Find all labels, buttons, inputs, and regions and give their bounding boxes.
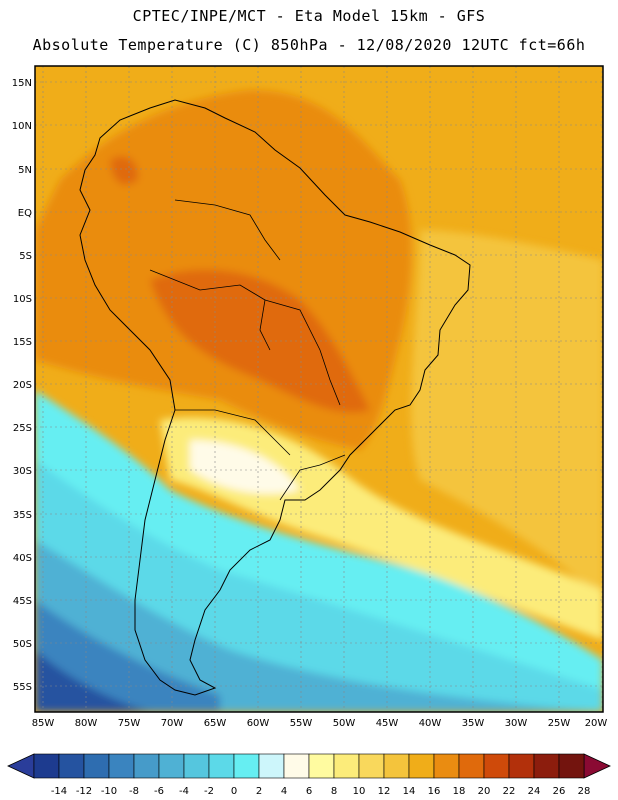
lon-label: 55W xyxy=(290,718,313,729)
colorbar-swatch xyxy=(533,753,560,779)
colorbar-swatch xyxy=(258,753,285,779)
colorbar-swatch xyxy=(158,753,185,779)
colorbar-label: 18 xyxy=(453,786,466,797)
colorbar-label: 16 xyxy=(428,786,441,797)
lon-label: 75W xyxy=(118,718,141,729)
chart-title-line-1: CPTEC/INPE/MCT - Eta Model 15km - GFS xyxy=(132,7,486,25)
colorbar-label: -10 xyxy=(101,786,117,797)
lon-label: 50W xyxy=(333,718,356,729)
temperature-field xyxy=(35,66,603,712)
map-frame xyxy=(34,65,604,713)
colorbar-swatch xyxy=(133,753,160,779)
longitude-labels: 85W 80W 75W 70W 65W 60W 55W 50W 45W 40W … xyxy=(32,718,608,729)
colorbar-swatch xyxy=(233,753,260,779)
lat-label: 15N xyxy=(12,78,32,89)
colorbar-label: 6 xyxy=(306,786,312,797)
colorbar-label: 26 xyxy=(553,786,566,797)
colorbar-swatch xyxy=(483,753,510,779)
colorbar-swatch xyxy=(108,753,135,779)
colorbar-label: -12 xyxy=(76,786,92,797)
colorbar-label: 24 xyxy=(528,786,541,797)
south-america-coastline xyxy=(79,99,471,696)
colorbar-swatch xyxy=(558,753,585,779)
lat-label: 30S xyxy=(13,466,32,477)
lat-label: 35S xyxy=(13,510,32,521)
lat-label: 45S xyxy=(13,596,32,607)
lat-label: 5S xyxy=(19,251,32,262)
lat-label: EQ xyxy=(18,208,32,219)
colorbar-swatch xyxy=(183,753,210,779)
band-6-8 xyxy=(190,440,300,494)
colorbar-swatch xyxy=(333,753,360,779)
colorbar-label: 10 xyxy=(353,786,366,797)
lat-label: 5N xyxy=(18,165,32,176)
colorbar-label: -8 xyxy=(129,786,139,797)
colorbar-label: 2 xyxy=(256,786,262,797)
colorbar-label: 14 xyxy=(403,786,416,797)
lon-label: 30W xyxy=(505,718,528,729)
colorbar-swatch xyxy=(83,753,110,779)
lat-label: 20S xyxy=(13,380,32,391)
lat-label: 15S xyxy=(13,337,32,348)
colorbar-label: 22 xyxy=(503,786,516,797)
colorbar-swatch xyxy=(458,753,485,779)
lon-label: 70W xyxy=(161,718,184,729)
colorbar-swatch xyxy=(58,753,85,779)
colorbar-under-triangle xyxy=(7,753,35,779)
colorbar-swatch xyxy=(283,753,310,779)
colorbar-label: 4 xyxy=(281,786,287,797)
band-16-18 xyxy=(411,230,603,600)
chart-title-line-2: Absolute Temperature (C) 850hPa - 12/08/… xyxy=(32,36,586,54)
lon-label: 25W xyxy=(548,718,571,729)
lat-label: 25S xyxy=(13,423,32,434)
lat-label: 50S xyxy=(13,639,32,650)
lon-label: 20W xyxy=(585,718,608,729)
colorbar-swatch xyxy=(208,753,235,779)
lon-label: 60W xyxy=(247,718,270,729)
country-borders xyxy=(149,199,346,501)
lon-label: 45W xyxy=(376,718,399,729)
colorbar-label: 0 xyxy=(231,786,237,797)
lat-label: 10S xyxy=(13,294,32,305)
lon-label: 35W xyxy=(462,718,485,729)
colorbar-label: 12 xyxy=(378,786,391,797)
colorbar-swatch xyxy=(433,753,460,779)
colorbar-label: -6 xyxy=(154,786,164,797)
lon-label: 40W xyxy=(419,718,442,729)
lat-label: 40S xyxy=(13,553,32,564)
colorbar: -14 -12 -10 -8 -6 -4 -2 0 2 4 6 8 10 12 14 16 18 20 22 24 26… xyxy=(7,753,611,797)
colorbar-label: -14 xyxy=(51,786,67,797)
colorbar-swatch xyxy=(383,753,410,779)
colorbar-label: -4 xyxy=(179,786,189,797)
colorbar-swatch xyxy=(308,753,335,779)
colorbar-swatch xyxy=(358,753,385,779)
colorbar-swatch xyxy=(33,753,60,779)
lon-label: 80W xyxy=(75,718,98,729)
lat-label: 55S xyxy=(13,682,32,693)
lon-label: 65W xyxy=(204,718,227,729)
colorbar-swatch xyxy=(408,753,435,779)
colorbar-label: 28 xyxy=(578,786,591,797)
lat-label: 10N xyxy=(12,121,32,132)
latitude-labels: 15N 10N 5N EQ 5S 10S 15S 20S 25S 30S 35S… xyxy=(12,78,32,693)
band-minus12 xyxy=(35,650,150,712)
colorbar-label: 8 xyxy=(331,786,337,797)
band-minus4 xyxy=(35,540,603,712)
colorbar-label: -2 xyxy=(204,786,214,797)
colorbar-label: 20 xyxy=(478,786,491,797)
lon-label: 85W xyxy=(32,718,55,729)
colorbar-over-triangle xyxy=(583,753,611,779)
colorbar-swatch xyxy=(508,753,535,779)
